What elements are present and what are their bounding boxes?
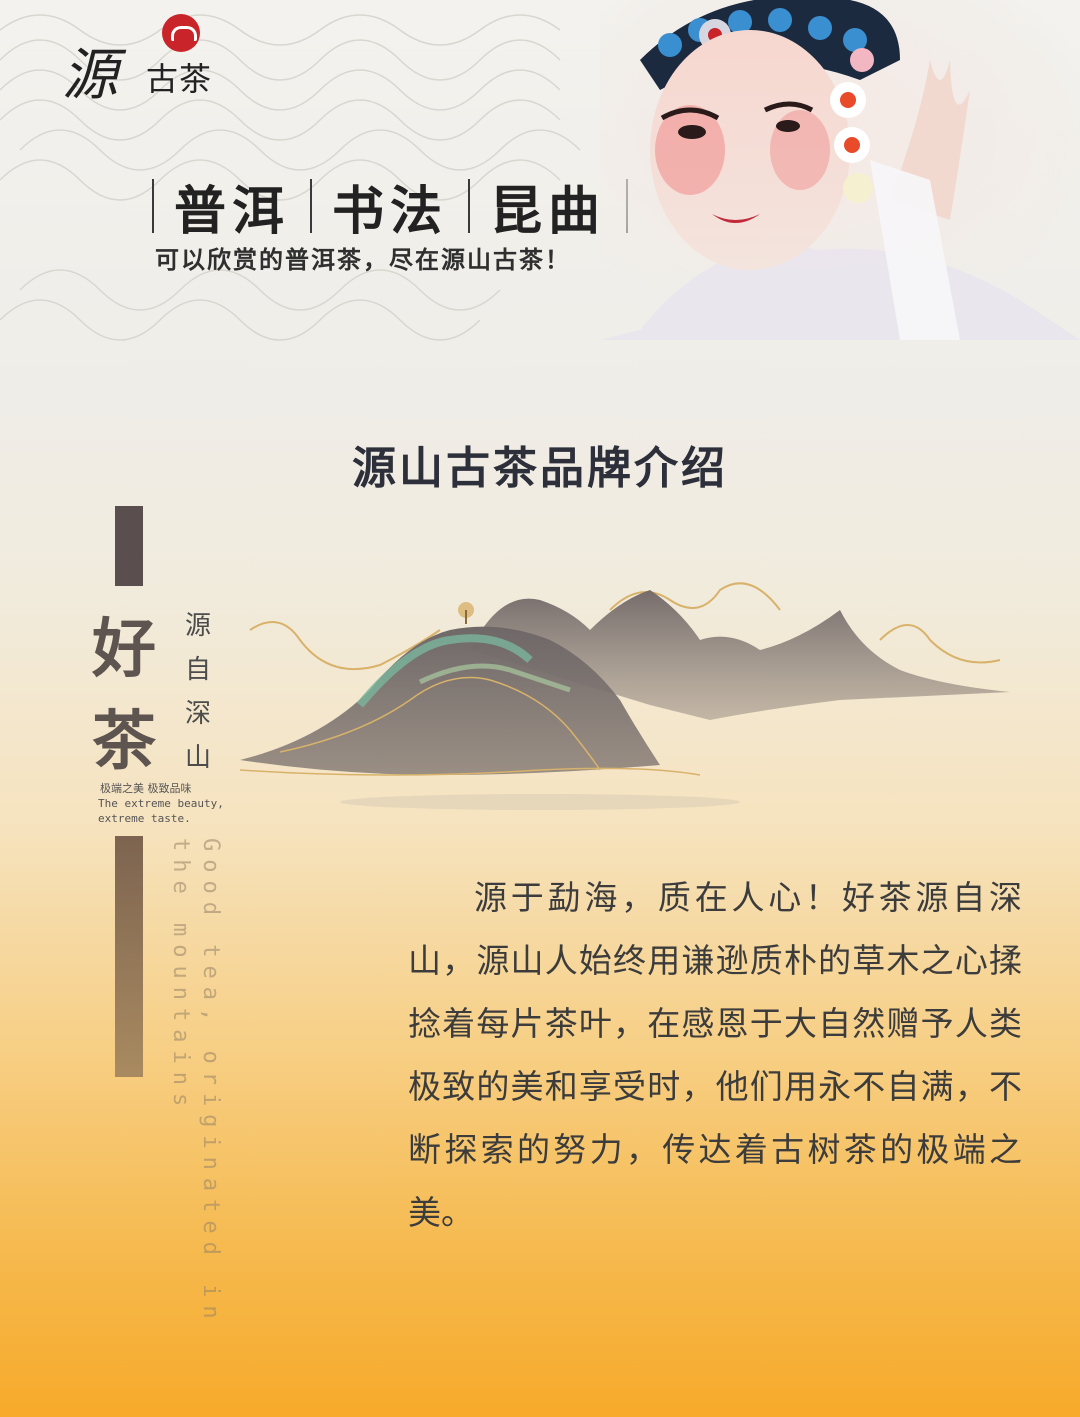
slogan-word: 普洱	[174, 180, 291, 242]
headline-char: 好	[92, 612, 156, 687]
caption-en: The extreme beauty, extreme taste.	[98, 797, 224, 825]
brand-description: 源于勐海，质在人心！好茶源自深山，源山人始终用谦逊质朴的草木之心揉捻着每片茶叶，…	[408, 878, 1022, 1232]
logo-seal-icon	[162, 14, 200, 52]
divider	[152, 179, 154, 233]
caption-cn: 极端之美 极致品味	[100, 782, 192, 795]
decorative-bar	[115, 506, 143, 586]
vertical-english-text: Good tea, originated in the mountains	[168, 838, 223, 1327]
decorative-bar	[115, 836, 143, 1077]
divider	[468, 179, 471, 233]
headline-char: 茶	[92, 704, 156, 779]
slogan-word: 书法	[332, 180, 449, 242]
slogan-word: 昆曲	[490, 180, 607, 242]
vertical-subtitle: 源自深山	[184, 611, 211, 773]
page-title: 源山古茶品牌介绍	[352, 443, 728, 494]
slogan-row: 普洱 书法 昆曲	[152, 172, 629, 242]
divider	[310, 179, 313, 233]
opera-performer-image	[600, 0, 1080, 340]
mountain-illustration	[240, 582, 1010, 810]
cloud-pattern-background	[0, 14, 581, 341]
brand-logo: 源 古茶	[62, 12, 232, 108]
tagline: 可以欣赏的普洱茶，尽在源山古茶！	[155, 245, 571, 274]
logo-script-char: 源	[62, 43, 118, 108]
logo-text: 古茶	[146, 60, 213, 98]
